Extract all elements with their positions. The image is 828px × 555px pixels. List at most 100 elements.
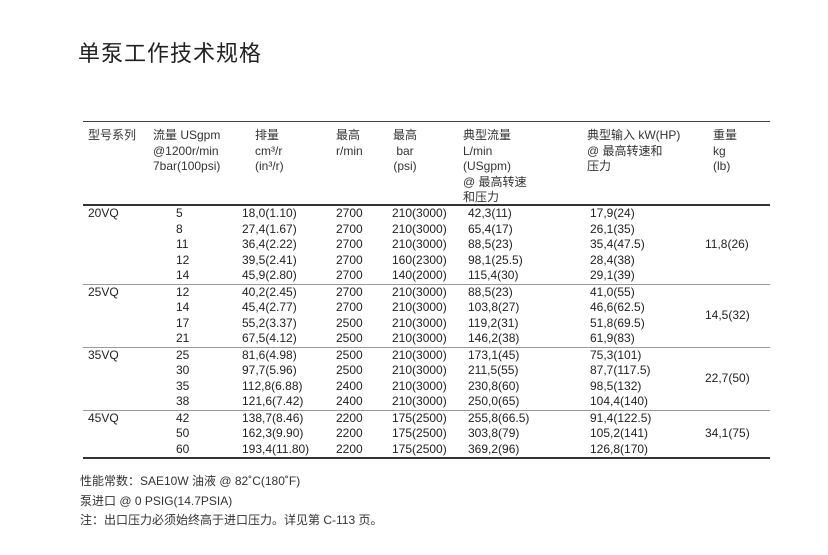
cell-typical-input: 17,9(24) [590,206,635,220]
cell-max-pressure: 210(3000) [392,300,447,314]
cell-max-rpm: 2200 [336,410,363,425]
cell-displacement: 18,0(1.10) [242,206,297,220]
cell-max-pressure: 210(3000) [392,347,447,362]
cell-typical-input: 29,1(39) [590,268,635,282]
cell-typical-input: 26,1(35) [590,221,635,236]
header-line: L/min [463,143,493,158]
header-line: 重量 [713,128,738,142]
cell-max-rpm: 2500 [336,363,363,377]
cell-max-rpm: 2700 [336,300,363,314]
cell-displacement: 27,4(1.67) [242,221,297,236]
header-line: 压力 [587,159,612,173]
cell-typical-flow: 146,2(38) [468,331,520,345]
cell-max-pressure: 160(2300) [392,252,447,267]
cell-displacement: 45,4(2.77) [242,300,297,314]
cell-max-rpm: 2700 [336,221,363,236]
header-displacement: 排量 cm³/r (in³/r) [255,128,284,175]
header-line: kg [713,143,726,158]
cell-typical-flow: 115,4(30) [468,268,519,282]
cell-max-pressure: 210(3000) [392,394,447,408]
cell-typical-input: 75,3(101) [590,347,642,362]
cell-max-rpm: 2500 [336,315,363,330]
model-series: 45VQ [88,410,119,425]
cell-max-pressure: 210(3000) [392,315,447,330]
cell-max-pressure: 210(3000) [392,378,447,393]
cell-flow-usgpm: 14 [176,300,190,314]
note-performance: 性能常数：SAE10W 油液 @ 82˚C(180˚F) [80,474,301,488]
cell-max-pressure: 210(3000) [392,331,447,345]
cell-max-pressure: 175(2500) [392,410,447,425]
spec-table: 20VQ 5 18,0(1.10) 2700 210(3000) 42,3(11) 17,9… [83,204,770,459]
cell-typical-flow: 211,5(55) [468,363,519,377]
table-row: 35VQ 25 81,6(4.98) 2500 210(3000) 173,1(45) 75… [83,347,770,385]
cell-max-pressure: 210(3000) [392,284,447,299]
cell-max-pressure: 140(2000) [392,268,447,282]
cell-typical-input: 104,4(140) [590,394,649,408]
cell-max-rpm: 2700 [336,206,363,220]
header-typical-input: 典型输入 kW(HP) @ 最高转速和 压力 [587,128,680,175]
header-line: 7bar(100psi) [153,159,221,173]
group-25vq: 25VQ 12 40,2(2.45) 2700 210(3000) 88,5(23) 41,… [83,284,770,347]
cell-flow-usgpm: 35 [176,378,190,393]
header-line: 最高 [393,128,418,142]
cell-typical-input: 46,6(62.5) [590,300,645,314]
weight: 14,5(32) [705,307,750,322]
cell-max-pressure: 210(3000) [392,363,447,377]
cell-flow-usgpm: 11 [176,237,189,251]
cell-typical-flow: 173,1(45) [468,347,520,362]
cell-typical-input: 126,8(170) [590,441,649,456]
table-row: 35 112,8(6.88) 2400 210(3000) 230,8(60) 98,5(… [83,379,770,395]
cell-flow-usgpm: 12 [176,252,190,267]
cell-max-pressure: 175(2500) [392,426,447,440]
cell-flow-usgpm: 30 [176,363,190,377]
cell-typical-input: 98,5(132) [590,378,642,393]
note-outlet-pressure: 注：出口压力必须始终高于进口压力。详见第 C-113 页。 [80,513,383,527]
header-line: (psi) [393,159,417,173]
header-line: (lb) [713,159,731,173]
cell-displacement: 81,6(4.98) [242,347,297,362]
cell-typical-input: 61,9(83) [590,331,635,345]
cell-displacement: 39,5(2.41) [242,252,297,267]
cell-max-rpm: 2400 [336,394,363,408]
cell-typical-input: 35,4(47.5) [590,237,645,251]
cell-typical-flow: 255,8(66.5) [468,410,530,425]
cell-typical-input: 105,2(141) [590,426,649,440]
cell-flow-usgpm: 50 [176,426,190,440]
cell-displacement: 138,7(8.46) [242,410,304,425]
cell-max-pressure: 210(3000) [392,206,447,220]
cell-max-pressure: 210(3000) [392,221,447,236]
header-line: 型号系列 [88,128,137,142]
table-top-rule [83,121,770,122]
cell-displacement: 97,7(5.96) [242,363,297,377]
cell-typical-flow: 230,8(60) [468,378,520,393]
cell-typical-flow: 103,8(27) [468,300,520,314]
cell-max-pressure: 210(3000) [392,237,447,251]
cell-max-rpm: 2700 [336,252,363,267]
header-line: 流量 USgpm [153,128,221,142]
cell-displacement: 36,4(2.22) [242,237,297,251]
table-row: 17 55,2(3.37) 2500 210(3000) 119,2(31) 51,8(6… [83,316,770,332]
cell-typical-flow: 42,3(11) [468,206,512,220]
cell-flow-usgpm: 17 [176,315,190,330]
header-weight: 重量 kg (lb) [713,128,737,175]
cell-max-rpm: 2500 [336,331,363,345]
table-row: 14 45,4(2.77) 2700 210(3000) 103,8(27) 46,6(6… [83,300,770,316]
cell-max-rpm: 2700 [336,284,363,299]
header-line: @ 最高转速和 [587,143,663,158]
cell-typical-flow: 303,8(79) [468,426,520,440]
group-35vq: 35VQ 25 81,6(4.98) 2500 210(3000) 173,1(45) 75… [83,347,770,410]
table-row: 50 162,3(9.90) 2200 175(2500) 303,8(79) 105,2… [83,426,770,442]
cell-displacement: 162,3(9.90) [242,426,304,440]
header-line: 排量 [255,128,280,142]
cell-flow-usgpm: 5 [176,206,183,220]
header-model: 型号系列 [88,128,136,144]
cell-max-rpm: 2500 [336,347,363,362]
cell-max-rpm: 2700 [336,237,363,251]
cell-flow-usgpm: 38 [176,394,190,408]
page-title: 单泵工作技术规格 [78,42,263,67]
table-row: 21 67,5(4.12) 2500 210(3000) 146,2(38) 61,9(8… [83,331,770,347]
cell-max-rpm: 2200 [336,426,363,440]
header-line: 典型流量 [463,128,512,142]
cell-flow-usgpm: 21 [176,331,190,345]
cell-flow-usgpm: 12 [176,284,190,299]
